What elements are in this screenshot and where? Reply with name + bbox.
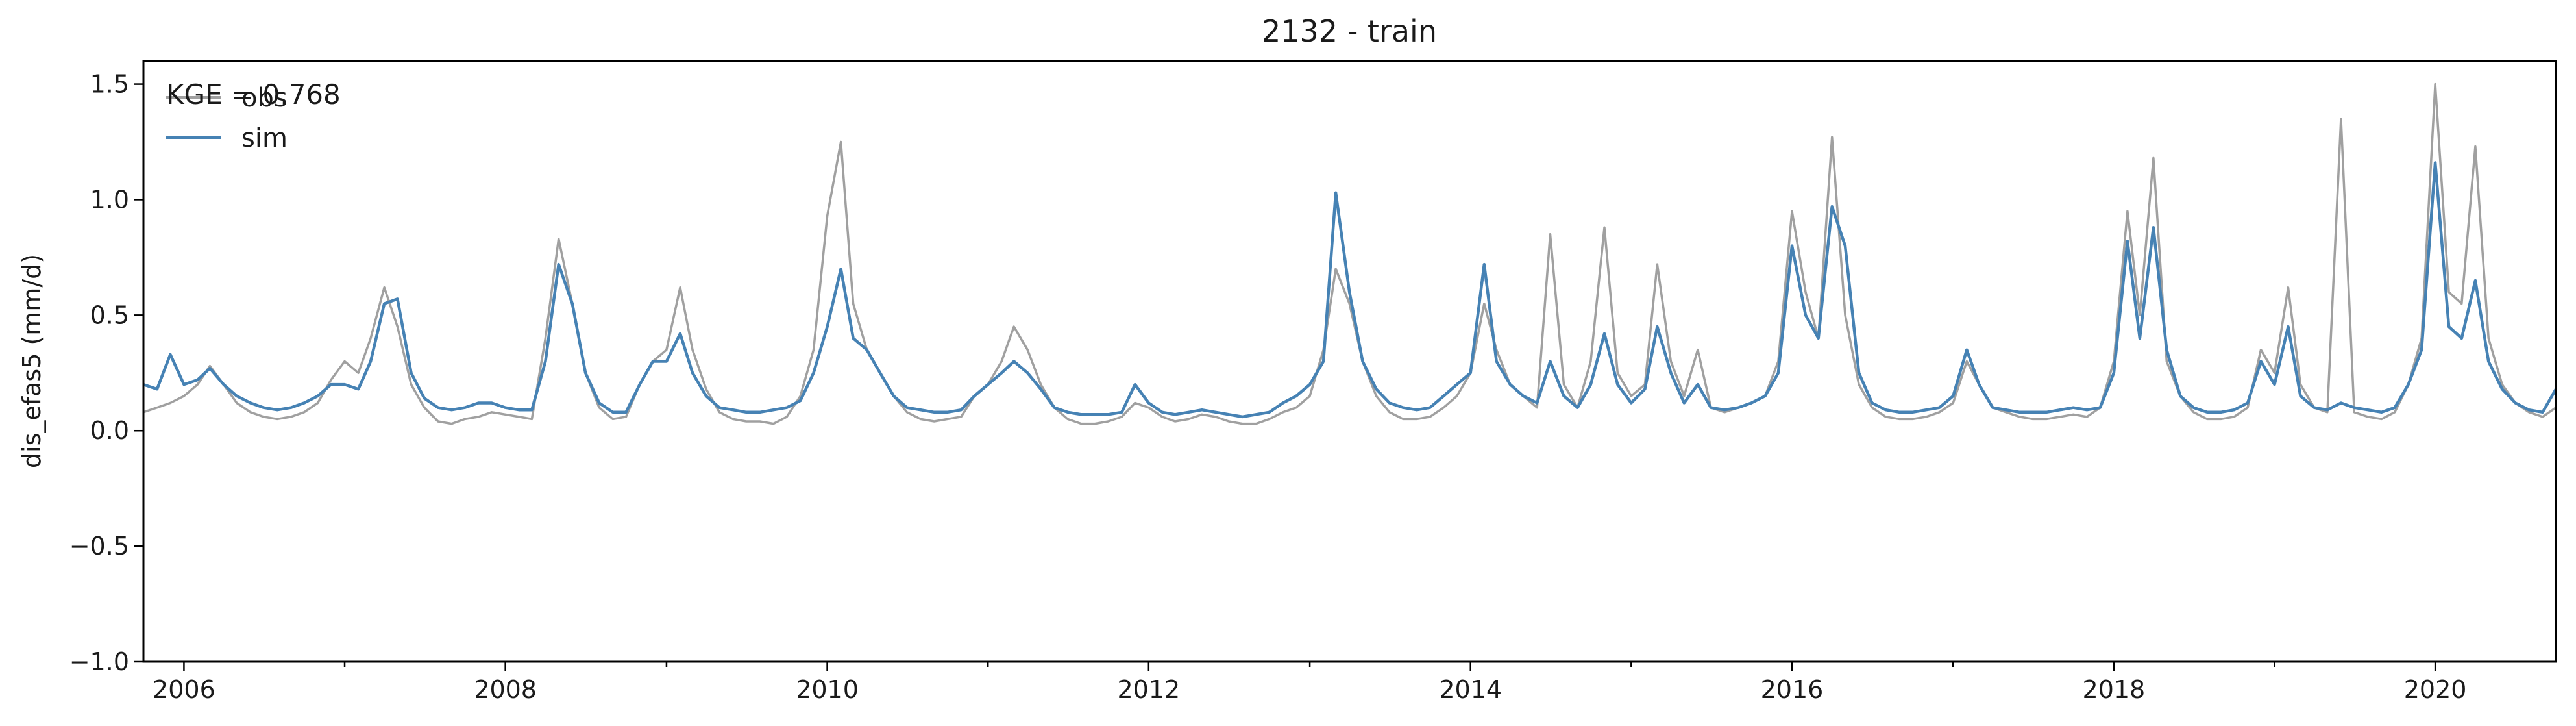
series-line-obs [143,82,2557,425]
y-tick-label: −0.5 [69,532,129,560]
x-tick-label: 2020 [2404,675,2467,704]
x-tick-label: 2018 [2083,675,2146,704]
plot-area [142,60,2557,663]
x-axis: 2006 2008 2010 2012 2014 2016 2018 2020 [153,662,2466,704]
y-axis: −1.0 −0.5 0.0 0.5 1.0 1.5 [69,70,143,676]
series-layer [143,82,2557,425]
axes-frame [142,60,2557,663]
x-tick-label: 2014 [1439,675,1502,704]
kge-annotation: KGE = 0.768 [166,79,341,110]
legend-label-sim: sim [241,123,288,153]
x-tick-label: 2006 [153,675,215,704]
x-tick-label: 2016 [1761,675,1824,704]
y-tick-label: 0.0 [90,416,129,445]
y-tick-label: 0.5 [90,301,129,329]
y-tick-label: 1.0 [90,185,129,214]
series-line-sim [143,161,2557,419]
chart-title: 2132 - train [1262,14,1437,49]
x-tick-label: 2008 [474,675,537,704]
x-tick-label: 2012 [1117,675,1180,704]
legend-label-obs: obs [241,83,288,113]
legend: obs sim [166,83,288,153]
y-axis-label: dis_efas5 (mm/d) [18,254,46,468]
y-tick-label: −1.0 [69,647,129,676]
y-tick-label: 1.5 [90,70,129,99]
x-tick-label: 2010 [796,675,859,704]
